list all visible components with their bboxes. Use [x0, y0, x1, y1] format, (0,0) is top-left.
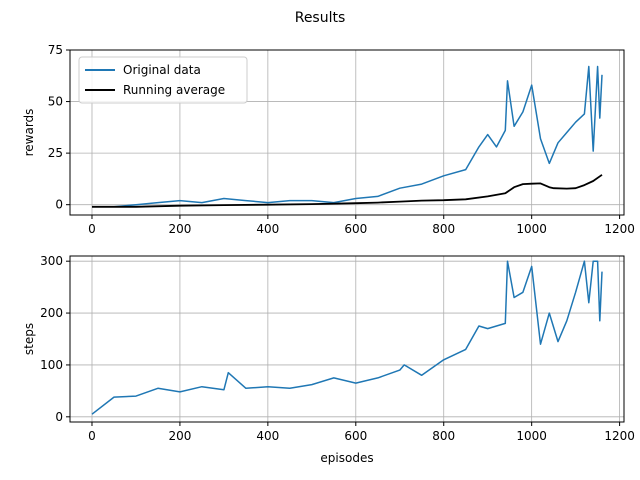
- x-tick-label: 400: [256, 429, 279, 443]
- x-tick-label: 1000: [516, 222, 547, 236]
- x-tick-label: 800: [432, 222, 455, 236]
- axes-frame: [69, 255, 625, 423]
- x-tick-label: 0: [88, 222, 96, 236]
- x-tick-label: 400: [256, 222, 279, 236]
- y-axis-label: steps: [22, 323, 36, 355]
- figure-title: Results: [295, 10, 346, 26]
- y-tick-label: 75: [48, 43, 63, 57]
- x-tick-label: 800: [432, 429, 455, 443]
- y-tick-label: 200: [40, 306, 63, 320]
- y-tick-label: 50: [48, 95, 63, 109]
- y-tick-label: 0: [55, 410, 63, 424]
- x-tick-label: 600: [344, 222, 367, 236]
- x-tick-label: 1200: [604, 429, 635, 443]
- legend-label: Running average: [123, 83, 225, 97]
- x-tick-label: 200: [168, 222, 191, 236]
- x-tick-label: 1000: [516, 429, 547, 443]
- y-tick-label: 100: [40, 358, 63, 372]
- y-tick-label: 25: [48, 146, 63, 160]
- axes-frame: [69, 49, 625, 216]
- x-tick-label: 0: [88, 429, 96, 443]
- y-axis-label: rewards: [22, 109, 36, 157]
- x-tick-label: 600: [344, 429, 367, 443]
- rewards-panel: 0 200 400 600 800 1000 1200 0 25 50 75 rewards Origi…: [22, 43, 635, 236]
- x-tick-label: 1200: [604, 222, 635, 236]
- x-axis-label: episodes: [320, 451, 373, 465]
- y-tick-label: 0: [55, 198, 63, 212]
- steps-panel: 0 200 400 600 800 1000 1200 0 100 200 300 steps epis…: [22, 254, 635, 465]
- series-line-1: [91, 260, 603, 415]
- x-tick-label: 200: [168, 429, 191, 443]
- legend-label: Original data: [123, 63, 201, 77]
- y-tick-label: 300: [40, 254, 63, 268]
- series-line-1: [92, 65, 603, 208]
- series-line-2: [92, 174, 603, 208]
- legend-box: [78, 56, 248, 104]
